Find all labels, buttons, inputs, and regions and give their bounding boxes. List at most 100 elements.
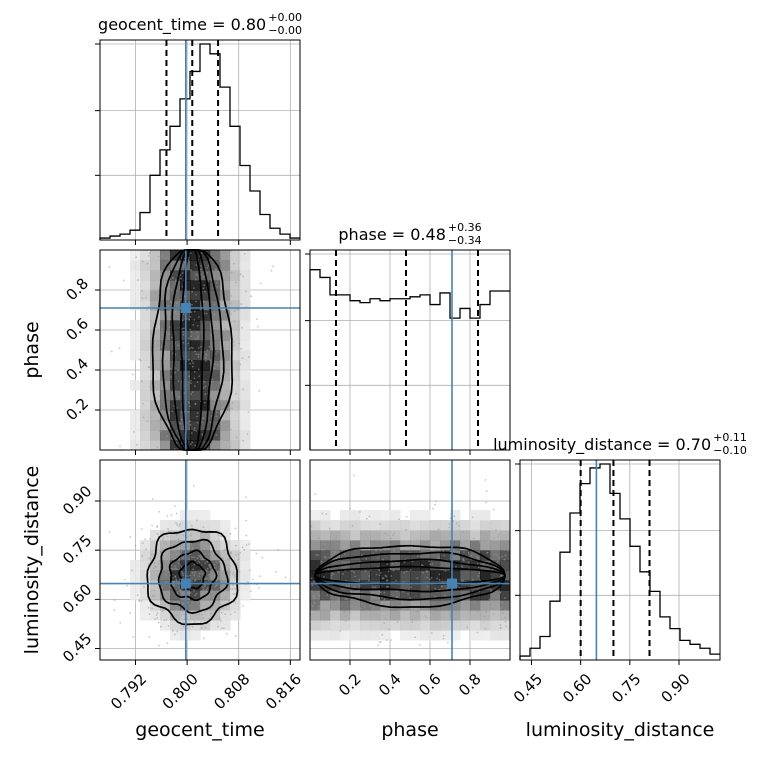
xaxis-title-phase: phase bbox=[381, 719, 438, 741]
panel-phase-vs-luminosity_distance-cell bbox=[360, 630, 371, 641]
panel-phase-vs-luminosity_distance-cell bbox=[470, 550, 481, 561]
panel-geocent_time-vs-luminosity_distance-sample-point bbox=[168, 530, 170, 533]
panel-geocent_time-vs-luminosity_distance-cell bbox=[170, 550, 181, 561]
panel-geocent_time-vs-luminosity_distance-sample-point bbox=[193, 556, 196, 559]
panel-geocent_time-vs-phase-cell bbox=[140, 360, 151, 371]
panel-geocent_time-vs-phase-sample-point bbox=[226, 319, 229, 322]
panel-phase-vs-luminosity_distance-cell bbox=[480, 620, 491, 631]
panel-phase-vs-luminosity_distance-cell bbox=[440, 550, 451, 561]
panel-geocent_time-vs-phase-cell bbox=[190, 420, 201, 431]
panel-geocent_time-vs-phase-cell bbox=[220, 350, 231, 361]
panel-geocent_time-vs-luminosity_distance-sample-point bbox=[230, 551, 233, 554]
panel-geocent_time-vs-phase-cell bbox=[140, 420, 151, 431]
panel-geocent_time-vs-phase-sample-point bbox=[198, 375, 200, 378]
panel-geocent_time-vs-luminosity_distance-sample-point bbox=[189, 542, 192, 545]
panel-geocent_time-vs-luminosity_distance-sample-point bbox=[155, 565, 158, 568]
panel-geocent_time-vs-luminosity_distance-sample-point bbox=[119, 621, 122, 624]
panel-phase-vs-luminosity_distance-sample-point bbox=[497, 536, 500, 538]
panel-geocent_time-vs-luminosity_distance-sample-point bbox=[209, 612, 212, 615]
panel-phase-vs-luminosity_distance-sample-point bbox=[379, 523, 381, 526]
panel-phase-vs-luminosity_distance-sample-point bbox=[311, 605, 314, 608]
panel-geocent_time-vs-luminosity_distance-sample-point bbox=[218, 570, 221, 573]
title-geocent_time: geocent_time = 0.80 +0.00−0.00 bbox=[98, 11, 302, 37]
panel-geocent_time-vs-luminosity_distance-sample-point bbox=[208, 547, 211, 549]
panel-geocent_time-vs-phase-sample-point bbox=[247, 411, 250, 413]
panel-geocent_time-vs-luminosity_distance-sample-point bbox=[183, 613, 186, 615]
panel-phase-vs-luminosity_distance-cell bbox=[320, 540, 331, 551]
panel-phase-vs-luminosity_distance-cell bbox=[420, 570, 431, 581]
panel-geocent_time-vs-phase-cell bbox=[240, 260, 251, 271]
panel-phase-vs-luminosity_distance-sample-point bbox=[411, 618, 413, 621]
panel-geocent_time-vs-luminosity_distance-cell bbox=[190, 580, 201, 591]
panel-geocent_time-vs-luminosity_distance-sample-point bbox=[208, 577, 211, 579]
panel-phase-vs-luminosity_distance-cell bbox=[310, 610, 321, 621]
panel-geocent_time-vs-phase-sample-point bbox=[217, 270, 220, 273]
panel-phase-vs-luminosity_distance-sample-point bbox=[458, 586, 461, 589]
panel-geocent_time-vs-phase-cell bbox=[190, 390, 201, 401]
panel-phase-vs-luminosity_distance-sample-point bbox=[321, 548, 323, 551]
panel-phase-vs-luminosity_distance-cell bbox=[480, 520, 491, 531]
panel-geocent_time-vs-phase-sample-point bbox=[169, 310, 172, 312]
panel-geocent_time-vs-luminosity_distance-sample-point bbox=[179, 589, 182, 592]
panel-phase-vs-luminosity_distance-sample-point bbox=[380, 591, 382, 594]
panel-geocent_time-vs-luminosity_distance-sample-point bbox=[167, 527, 169, 530]
panel-geocent_time-vs-phase-sample-point bbox=[239, 273, 242, 276]
panel-geocent_time-vs-luminosity_distance-cell bbox=[240, 550, 251, 561]
panel-phase-vs-luminosity_distance-sample-point bbox=[466, 626, 469, 629]
panel-geocent_time-vs-luminosity_distance-cell bbox=[150, 530, 161, 541]
panel-geocent_time-vs-luminosity_distance-sample-point bbox=[165, 581, 167, 584]
panel-geocent_time-vs-luminosity_distance-sample-point bbox=[193, 580, 196, 582]
panel-geocent_time-vs-phase-sample-point bbox=[177, 301, 180, 303]
panel-phase-vs-luminosity_distance-sample-point bbox=[315, 553, 318, 556]
panel-phase-vs-luminosity_distance-sample-point bbox=[360, 554, 363, 556]
panel-phase-vs-luminosity_distance-sample-point bbox=[318, 605, 320, 608]
panel-geocent_time-vs-phase-sample-point bbox=[256, 318, 258, 321]
panel-phase-vs-luminosity_distance-cell bbox=[310, 630, 321, 641]
panel-phase-vs-luminosity_distance-sample-point bbox=[349, 507, 351, 510]
panel-geocent_time-vs-phase-sample-point bbox=[182, 313, 185, 316]
panel-geocent_time-vs-luminosity_distance-sample-point bbox=[173, 557, 176, 560]
panel-phase-vs-luminosity_distance-sample-point bbox=[377, 644, 379, 647]
panel-geocent_time-vs-phase-cell bbox=[170, 330, 181, 341]
panel-geocent_time-vs-luminosity_distance-sample-point bbox=[258, 586, 260, 589]
panel-geocent_time-vs-phase-cell bbox=[130, 410, 141, 421]
panel-phase-vs-luminosity_distance-sample-point bbox=[390, 537, 393, 540]
panel-geocent_time-vs-luminosity_distance-sample-point bbox=[175, 579, 178, 582]
panel-phase-vs-luminosity_distance-sample-point bbox=[484, 478, 487, 481]
panel-phase-vs-luminosity_distance-sample-point bbox=[437, 607, 440, 610]
panel-phase-vs-luminosity_distance-sample-point bbox=[403, 571, 406, 574]
panel-geocent_time-vs-luminosity_distance-sample-point bbox=[201, 617, 204, 620]
panel-geocent_time-vs-phase-cell bbox=[130, 330, 141, 341]
panel-phase-vs-luminosity_distance-cell bbox=[440, 520, 451, 531]
panel-phase-vs-luminosity_distance-sample-point bbox=[415, 609, 417, 612]
panel-phase-vs-luminosity_distance-cell bbox=[470, 600, 481, 611]
panel-geocent_time-vs-phase-sample-point bbox=[215, 434, 218, 436]
panel-geocent_time-vs-luminosity_distance-sample-point bbox=[141, 554, 144, 557]
panel-geocent_time-vs-phase-sample-point bbox=[228, 410, 231, 412]
panel-geocent_time-vs-phase-sample-point bbox=[201, 421, 203, 423]
panel-phase-vs-luminosity_distance-cell bbox=[320, 620, 331, 631]
panel-geocent_time-vs-phase-sample-point bbox=[181, 319, 184, 322]
panel-phase-vs-luminosity_distance-sample-point bbox=[378, 590, 381, 593]
panel-geocent_time-vs-luminosity_distance-sample-point bbox=[166, 535, 169, 538]
panel-geocent_time-vs-phase-sample-point bbox=[193, 429, 196, 432]
panel-geocent_time-vs-phase-cell bbox=[230, 250, 241, 261]
panel-phase-vs-luminosity_distance-sample-point bbox=[469, 610, 472, 612]
panel-phase-vs-luminosity_distance-cell bbox=[360, 600, 371, 611]
panel-phase-vs-luminosity_distance-sample-point bbox=[312, 580, 315, 583]
panel-phase-vs-luminosity_distance-cell bbox=[410, 600, 421, 611]
panel-phase-vs-luminosity_distance-sample-point bbox=[363, 609, 366, 612]
panel-phase-vs-luminosity_distance-sample-point bbox=[429, 563, 432, 566]
panel-geocent_time-vs-luminosity_distance-sample-point bbox=[189, 534, 191, 537]
panel-geocent_time-vs-luminosity_distance-sample-point bbox=[234, 544, 237, 547]
panel-phase-vs-luminosity_distance-sample-point bbox=[388, 628, 391, 631]
panel-phase-vs-luminosity_distance-sample-point bbox=[424, 615, 427, 618]
panel-phase-vs-luminosity_distance-cell bbox=[390, 610, 401, 621]
panel-geocent_time-vs-phase-sample-point bbox=[166, 447, 169, 450]
panel-geocent_time-vs-luminosity_distance-cell bbox=[200, 560, 211, 571]
panel-phase-vs-luminosity_distance-sample-point bbox=[408, 551, 411, 554]
panel-phase-vs-luminosity_distance-sample-point bbox=[327, 568, 330, 570]
panel-phase-vs-luminosity_distance-cell bbox=[350, 610, 361, 621]
panel-geocent_time-vs-phase-sample-point bbox=[197, 368, 200, 371]
panel-phase-vs-luminosity_distance-cell bbox=[480, 540, 491, 551]
